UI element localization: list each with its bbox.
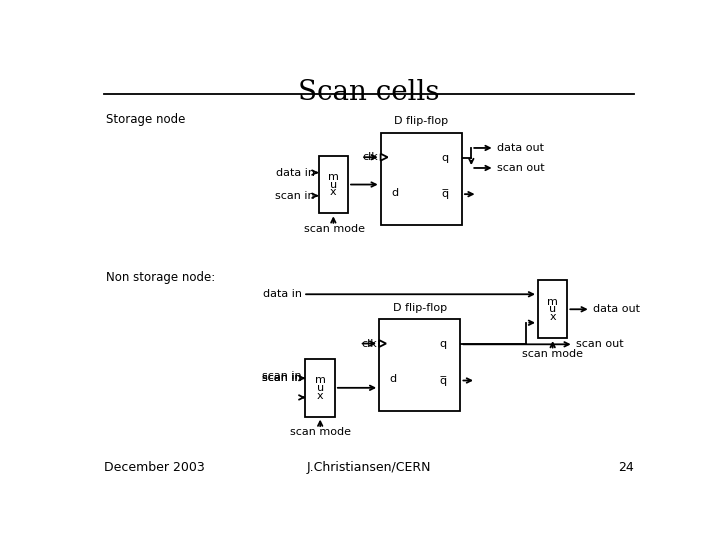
Text: data out: data out (497, 143, 544, 153)
Text: scan out: scan out (576, 339, 624, 349)
Text: q: q (441, 153, 449, 163)
Text: clk: clk (361, 339, 377, 348)
Text: u: u (549, 304, 557, 314)
Text: data out: data out (593, 304, 640, 314)
Text: scan in: scan in (262, 373, 302, 383)
Text: d: d (391, 187, 398, 198)
Text: data in: data in (263, 289, 302, 299)
Polygon shape (379, 340, 386, 347)
Bar (305, 359, 335, 417)
Text: D flip-flop: D flip-flop (392, 303, 447, 313)
Bar (319, 156, 348, 213)
Text: x: x (330, 187, 337, 197)
Bar (538, 280, 567, 338)
Text: scan mode: scan mode (289, 427, 351, 437)
Text: scan mode: scan mode (522, 348, 583, 359)
Text: scan in: scan in (262, 373, 302, 383)
Text: December 2003: December 2003 (104, 462, 204, 475)
Text: scan mode: scan mode (305, 224, 365, 234)
Text: Storage node: Storage node (106, 112, 185, 125)
Polygon shape (381, 154, 387, 161)
Text: D flip-flop: D flip-flop (395, 117, 449, 126)
Text: u: u (330, 179, 337, 190)
Text: clk: clk (363, 152, 378, 162)
Text: x: x (549, 312, 556, 322)
Text: u: u (317, 383, 324, 393)
Text: data in: data in (276, 167, 315, 178)
Text: q: q (440, 339, 447, 349)
Text: scan in: scan in (262, 371, 302, 381)
Text: q̅: q̅ (441, 189, 449, 199)
Text: Non storage node:: Non storage node: (106, 271, 215, 284)
Text: 24: 24 (618, 462, 634, 475)
Text: scan in: scan in (275, 191, 315, 201)
Text: m: m (315, 375, 325, 385)
Text: J.Christiansen/CERN: J.Christiansen/CERN (307, 462, 431, 475)
Text: m: m (328, 172, 339, 182)
Bar (381, 132, 462, 225)
Text: m: m (547, 296, 558, 307)
Bar (379, 319, 461, 411)
Text: x: x (317, 390, 323, 401)
Text: Scan cells: Scan cells (298, 79, 440, 106)
Text: d: d (390, 374, 397, 384)
Text: q̅: q̅ (440, 375, 447, 386)
Text: scan out: scan out (497, 163, 544, 173)
